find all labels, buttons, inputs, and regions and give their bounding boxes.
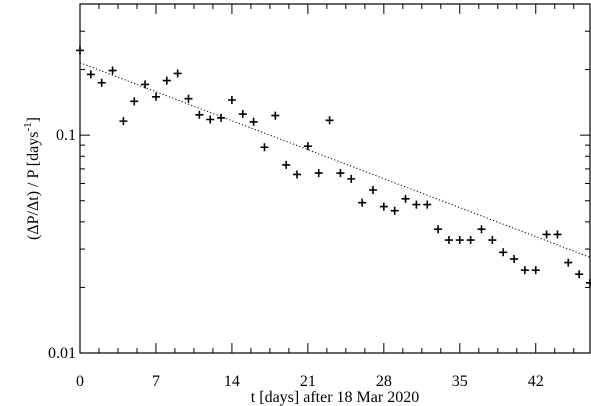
fit-line: [79, 62, 591, 258]
y-axis-label-close: ]: [25, 117, 42, 122]
data-point: [293, 170, 302, 179]
plot-frame: [79, 3, 591, 354]
data-point: [238, 110, 247, 119]
x-tick-label: 0: [76, 373, 84, 390]
data-point: [434, 225, 443, 234]
x-tick-label: 14: [224, 373, 240, 390]
data-point: [520, 266, 529, 275]
data-point: [97, 78, 106, 87]
data-point: [575, 270, 584, 279]
axis-ticks: [79, 3, 590, 354]
data-point: [390, 206, 399, 215]
y-axis-label-superscript: -1: [22, 122, 34, 131]
data-point: [401, 194, 410, 203]
data-point: [531, 266, 540, 275]
data-point: [379, 202, 388, 211]
data-point: [184, 94, 193, 103]
data-points: [76, 46, 591, 287]
data-point: [260, 143, 269, 152]
data-point: [455, 236, 464, 245]
x-tick-label: 28: [376, 373, 392, 390]
data-point: [542, 230, 551, 239]
y-axis-label-main: (ΔP/Δt) / P [days: [25, 132, 42, 240]
data-point: [412, 200, 421, 209]
data-point: [173, 69, 182, 78]
data-point: [195, 110, 204, 119]
data-point: [249, 117, 258, 126]
x-tick-label: 42: [528, 373, 544, 390]
data-point: [282, 160, 291, 169]
data-point: [325, 116, 334, 125]
data-point: [444, 236, 453, 245]
data-point: [314, 169, 323, 178]
data-point: [76, 46, 84, 55]
data-point: [206, 115, 215, 124]
y-tick-label: 0.01: [48, 345, 76, 362]
axis-tick-labels: 0 7 14 21 28 35 42 0.01 0.1: [48, 127, 544, 390]
data-point: [499, 248, 508, 257]
data-point: [162, 76, 171, 85]
data-point: [347, 174, 356, 183]
y-tick-label: 0.1: [56, 127, 76, 144]
x-tick-label: 7: [152, 373, 160, 390]
data-point: [488, 236, 497, 245]
y-axis-label: (ΔP/Δt) / P [days-1]: [22, 117, 42, 240]
data-point: [553, 230, 562, 239]
data-point: [86, 70, 95, 79]
data-point: [151, 92, 160, 101]
data-point: [227, 96, 236, 105]
data-point: [108, 66, 117, 75]
data-point: [303, 142, 312, 151]
data-point: [586, 278, 591, 287]
data-point: [119, 117, 128, 126]
data-point: [466, 236, 475, 245]
data-point: [510, 255, 519, 264]
data-point: [217, 113, 226, 122]
data-point: [271, 111, 280, 120]
data-point: [358, 198, 367, 207]
data-point: [564, 258, 573, 267]
data-point: [368, 186, 377, 195]
x-tick-label: 35: [452, 373, 468, 390]
data-point: [130, 97, 139, 106]
data-point: [141, 80, 150, 89]
data-point: [336, 169, 345, 178]
data-point: [477, 225, 486, 234]
x-tick-label: 21: [300, 373, 316, 390]
data-point: [423, 200, 432, 209]
x-axis-label: t [days] after 18 Mar 2020: [251, 389, 419, 406]
